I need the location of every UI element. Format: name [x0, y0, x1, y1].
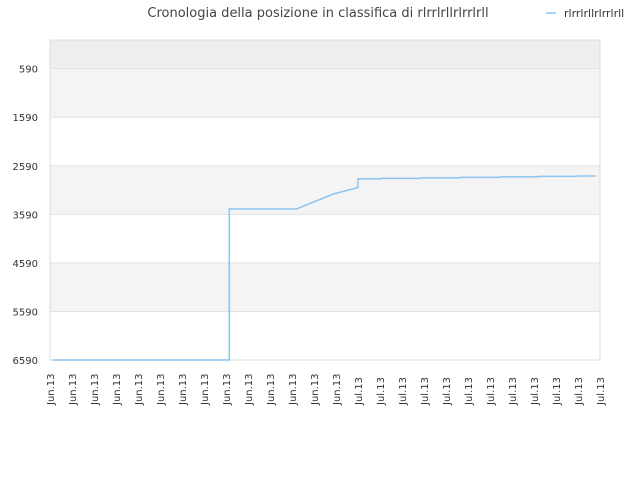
- x-tick-label: Jun.13: [90, 373, 101, 406]
- plot-band: [50, 262, 600, 312]
- x-tick-label: Jun.13: [200, 373, 211, 406]
- plot-band: [50, 40, 600, 69]
- x-tick-label: Jun.13: [178, 373, 189, 406]
- x-tick-label: Jul.13: [574, 377, 585, 406]
- y-tick-label: 3590: [13, 210, 38, 221]
- legend-label: rlrrlrllrlrrlrll: [564, 7, 624, 20]
- x-tick-label: Jul.13: [376, 377, 387, 406]
- x-tick-label: Jun.13: [332, 373, 343, 406]
- plot-band: [50, 68, 600, 118]
- x-tick-label: Jun.13: [266, 373, 277, 406]
- plot-band: [50, 165, 600, 215]
- x-tick-label: Jul.13: [464, 377, 475, 406]
- series-layer: [52, 175, 596, 361]
- x-tick-label: Jul.13: [442, 377, 453, 406]
- y-tick-label: 590: [19, 65, 38, 76]
- y-tick-label: 1590: [13, 113, 38, 124]
- x-tick-label: Jun.13: [46, 373, 57, 406]
- x-tick-label: Jul.13: [596, 377, 607, 406]
- x-tick-label: Jun.13: [222, 373, 233, 406]
- x-tick-label: Jun.13: [112, 373, 123, 406]
- y-axis: 590 1590 2590 3590 4590 5590 6590: [13, 65, 38, 367]
- x-tick-label: Jun.13: [134, 373, 145, 406]
- y-tick-label: 2590: [13, 162, 38, 173]
- plot-area: [49, 39, 601, 361]
- x-axis: Jun.13 Jun.13 Jun.13 Jun.13 Jun.13 Jun.13 Jun.…: [46, 373, 607, 406]
- x-tick-label: Jul.13: [486, 377, 497, 406]
- y-tick-label: 5590: [13, 307, 38, 318]
- x-tick-label: Jun.13: [288, 373, 299, 406]
- x-tick-label: Jul.13: [420, 377, 431, 406]
- y-tick-label: 4590: [13, 259, 38, 270]
- series-line: [52, 175, 596, 361]
- grid-lines: [50, 68, 600, 361]
- x-tick-label: Jul.13: [508, 377, 519, 406]
- plot-bands: [50, 40, 600, 312]
- x-tick-label: Jun.13: [244, 373, 255, 406]
- legend: rlrrlrllrlrrlrll: [546, 7, 624, 20]
- chart-title: Cronologia della posizione in classifica…: [147, 6, 488, 21]
- x-tick-label: Jun.13: [156, 373, 167, 406]
- y-tick-label: 6590: [13, 356, 38, 367]
- x-tick-label: Jul.13: [354, 377, 365, 406]
- x-tick-label: Jun.13: [310, 373, 321, 406]
- x-tick-label: Jun.13: [68, 373, 79, 406]
- x-tick-label: Jul.13: [552, 377, 563, 406]
- x-tick-label: Jul.13: [398, 377, 409, 406]
- x-tick-label: Jul.13: [530, 377, 541, 406]
